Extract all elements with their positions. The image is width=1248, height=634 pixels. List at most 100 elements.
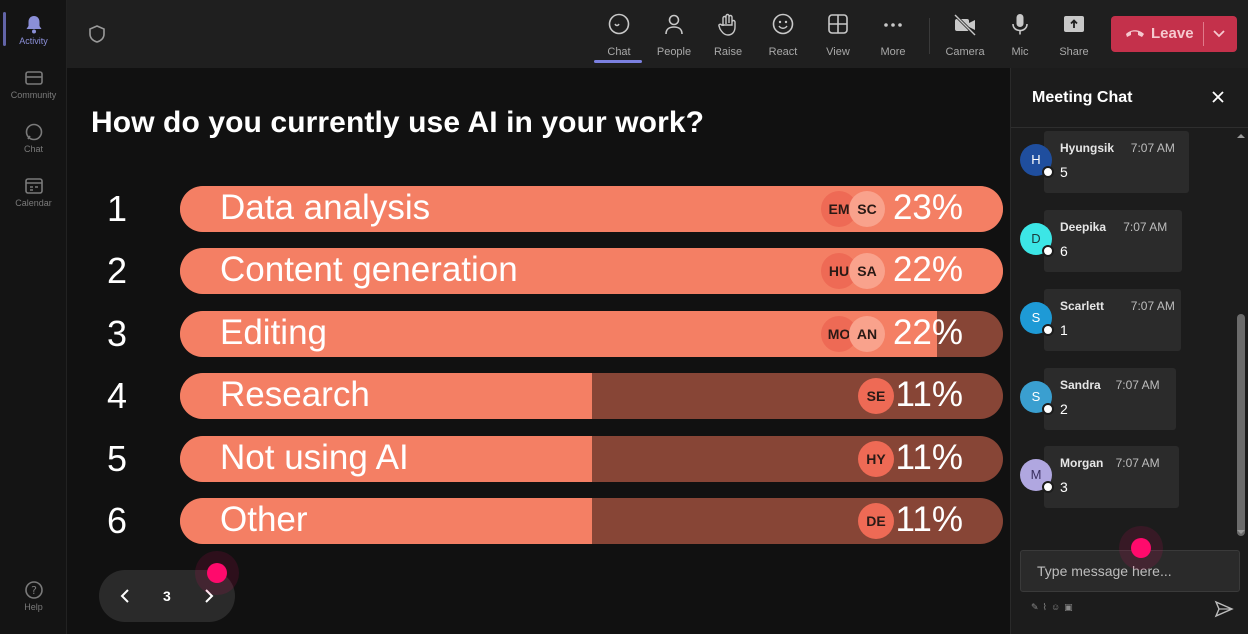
- emoji-icon: [772, 13, 794, 35]
- leave-divider: [1203, 22, 1204, 46]
- hand-icon: [718, 13, 736, 36]
- scroll-up-icon[interactable]: [1237, 132, 1245, 140]
- chat-icon: [25, 123, 42, 141]
- avatar[interactable]: H: [1020, 144, 1054, 178]
- leave-button-label: Leave: [1151, 25, 1194, 42]
- message-text: 1: [1060, 322, 1068, 338]
- pointer-indicator: [1131, 538, 1151, 558]
- poll-option-bar: Editing MO AN 22%: [180, 311, 1003, 357]
- scroll-down-icon[interactable]: [1237, 528, 1245, 536]
- format-icon[interactable]: ✎: [1031, 602, 1043, 612]
- page-number: 3: [163, 588, 171, 604]
- scrollbar-thumb[interactable]: [1237, 314, 1245, 536]
- chat-message[interactable]: Deepika 7:07 AM 6: [1044, 210, 1182, 272]
- poll-option-label: Not using AI: [220, 438, 409, 477]
- rail-item-help[interactable]: ? Help: [0, 570, 67, 620]
- chat-scrollbar[interactable]: [1235, 130, 1247, 542]
- camera-button[interactable]: Camera: [941, 10, 989, 60]
- avatar[interactable]: M: [1020, 459, 1054, 493]
- poll-option-label: Research: [220, 375, 370, 414]
- toolbar-divider: [929, 18, 930, 54]
- chat-message[interactable]: Scarlett 7:07 AM 1: [1044, 289, 1181, 351]
- mic-icon: [1012, 14, 1028, 35]
- help-icon: ?: [24, 581, 43, 599]
- send-icon[interactable]: [1214, 600, 1234, 618]
- chevron-down-icon[interactable]: [1211, 27, 1227, 41]
- presence-status-icon: [1042, 403, 1054, 415]
- avatar[interactable]: S: [1020, 302, 1054, 336]
- rail-item-calendar[interactable]: Calendar: [0, 166, 67, 216]
- raise-hand-button[interactable]: Raise: [704, 10, 752, 60]
- voter-avatar: SA: [849, 253, 885, 289]
- chat-button[interactable]: Chat: [594, 10, 643, 63]
- emoji-icon[interactable]: ☺: [1050, 602, 1065, 612]
- poll-option-bar: Research SE 11%: [180, 373, 1003, 419]
- share-screen-icon: [1064, 16, 1084, 32]
- rail-item-community[interactable]: Community: [0, 58, 67, 108]
- format-toolbar[interactable]: ✎⌇☺▣: [1031, 602, 1077, 613]
- people-button-label: People: [656, 46, 692, 58]
- rail-item-chat[interactable]: Chat: [0, 112, 67, 162]
- avatar-initial: H: [1031, 152, 1041, 167]
- chat-message[interactable]: Hyungsik 7:07 AM 5: [1044, 131, 1189, 193]
- gif-icon[interactable]: ▣: [1064, 602, 1077, 612]
- community-icon: [24, 71, 43, 85]
- avatar[interactable]: S: [1020, 381, 1054, 415]
- voter-avatar: DE: [858, 503, 894, 539]
- poll-option-percent: 11%: [895, 438, 963, 477]
- message-sender: Scarlett: [1060, 299, 1105, 313]
- close-icon[interactable]: [1211, 90, 1225, 104]
- view-button[interactable]: View: [814, 10, 862, 60]
- pointer-indicator: [207, 563, 227, 583]
- message-time: 7:07 AM: [1115, 456, 1160, 470]
- mic-button-label: Mic: [1011, 46, 1029, 58]
- shield-icon[interactable]: [87, 24, 107, 44]
- react-button[interactable]: React: [759, 10, 807, 60]
- poll-option-percent: 11%: [895, 500, 963, 539]
- attach-icon[interactable]: ⌇: [1042, 602, 1051, 612]
- chevron-right-icon[interactable]: [199, 586, 219, 606]
- more-button[interactable]: More: [869, 10, 917, 60]
- poll-bar-fill: [180, 436, 592, 482]
- camera-off-icon: [953, 13, 977, 37]
- avatar[interactable]: D: [1020, 223, 1054, 257]
- voter-avatar: SC: [849, 191, 885, 227]
- poll-option-rank: 1: [107, 188, 128, 229]
- poll-question: How do you currently use AI in your work…: [91, 106, 705, 139]
- poll-option-row: 5 Not using AI HY 11%: [67, 436, 1010, 482]
- svg-text:?: ?: [31, 584, 37, 597]
- mic-button[interactable]: Mic: [996, 10, 1044, 60]
- presence-status-icon: [1042, 166, 1054, 178]
- message-time: 7:07 AM: [1115, 378, 1160, 392]
- message-time: 7:07 AM: [1130, 141, 1175, 155]
- poll-option-percent: 22%: [892, 250, 963, 289]
- rail-label: Calendar: [15, 198, 52, 208]
- poll-option-label: Other: [220, 500, 308, 539]
- rail-item-activity[interactable]: Activity: [0, 4, 67, 54]
- leave-button[interactable]: Leave: [1111, 16, 1237, 52]
- left-rail: Activity Community Chat Calendar ? Help: [0, 0, 67, 634]
- message-text: 2: [1060, 401, 1068, 417]
- poll-option-row: 1 Data analysis EM SC 23%: [67, 186, 1010, 232]
- chevron-left-icon[interactable]: [115, 586, 135, 606]
- poll-option-rank: 3: [107, 313, 128, 354]
- people-button[interactable]: People: [650, 10, 698, 60]
- message-sender: Deepika: [1060, 220, 1107, 234]
- chat-message[interactable]: Sandra 7:07 AM 2: [1044, 368, 1176, 430]
- more-icon: [884, 23, 902, 27]
- raise-button-label: Raise: [713, 46, 743, 58]
- calendar-icon: [24, 178, 43, 194]
- poll-bar-fill: [180, 498, 592, 544]
- message-text: 3: [1060, 479, 1068, 495]
- poll-option-bar: Other DE 11%: [180, 498, 1003, 544]
- grid-view-icon: [828, 14, 848, 34]
- message-input[interactable]: [1020, 550, 1240, 592]
- poll-option-rank: 5: [107, 438, 128, 479]
- share-button[interactable]: Share: [1050, 10, 1098, 60]
- poll-option-bar: Data analysis EM SC 23%: [180, 186, 1003, 232]
- presence-status-icon: [1042, 245, 1054, 257]
- voter-avatar: SE: [858, 378, 894, 414]
- message-sender: Sandra: [1060, 378, 1101, 392]
- message-text: 5: [1060, 164, 1068, 180]
- chat-message[interactable]: Morgan 7:07 AM 3: [1044, 446, 1179, 508]
